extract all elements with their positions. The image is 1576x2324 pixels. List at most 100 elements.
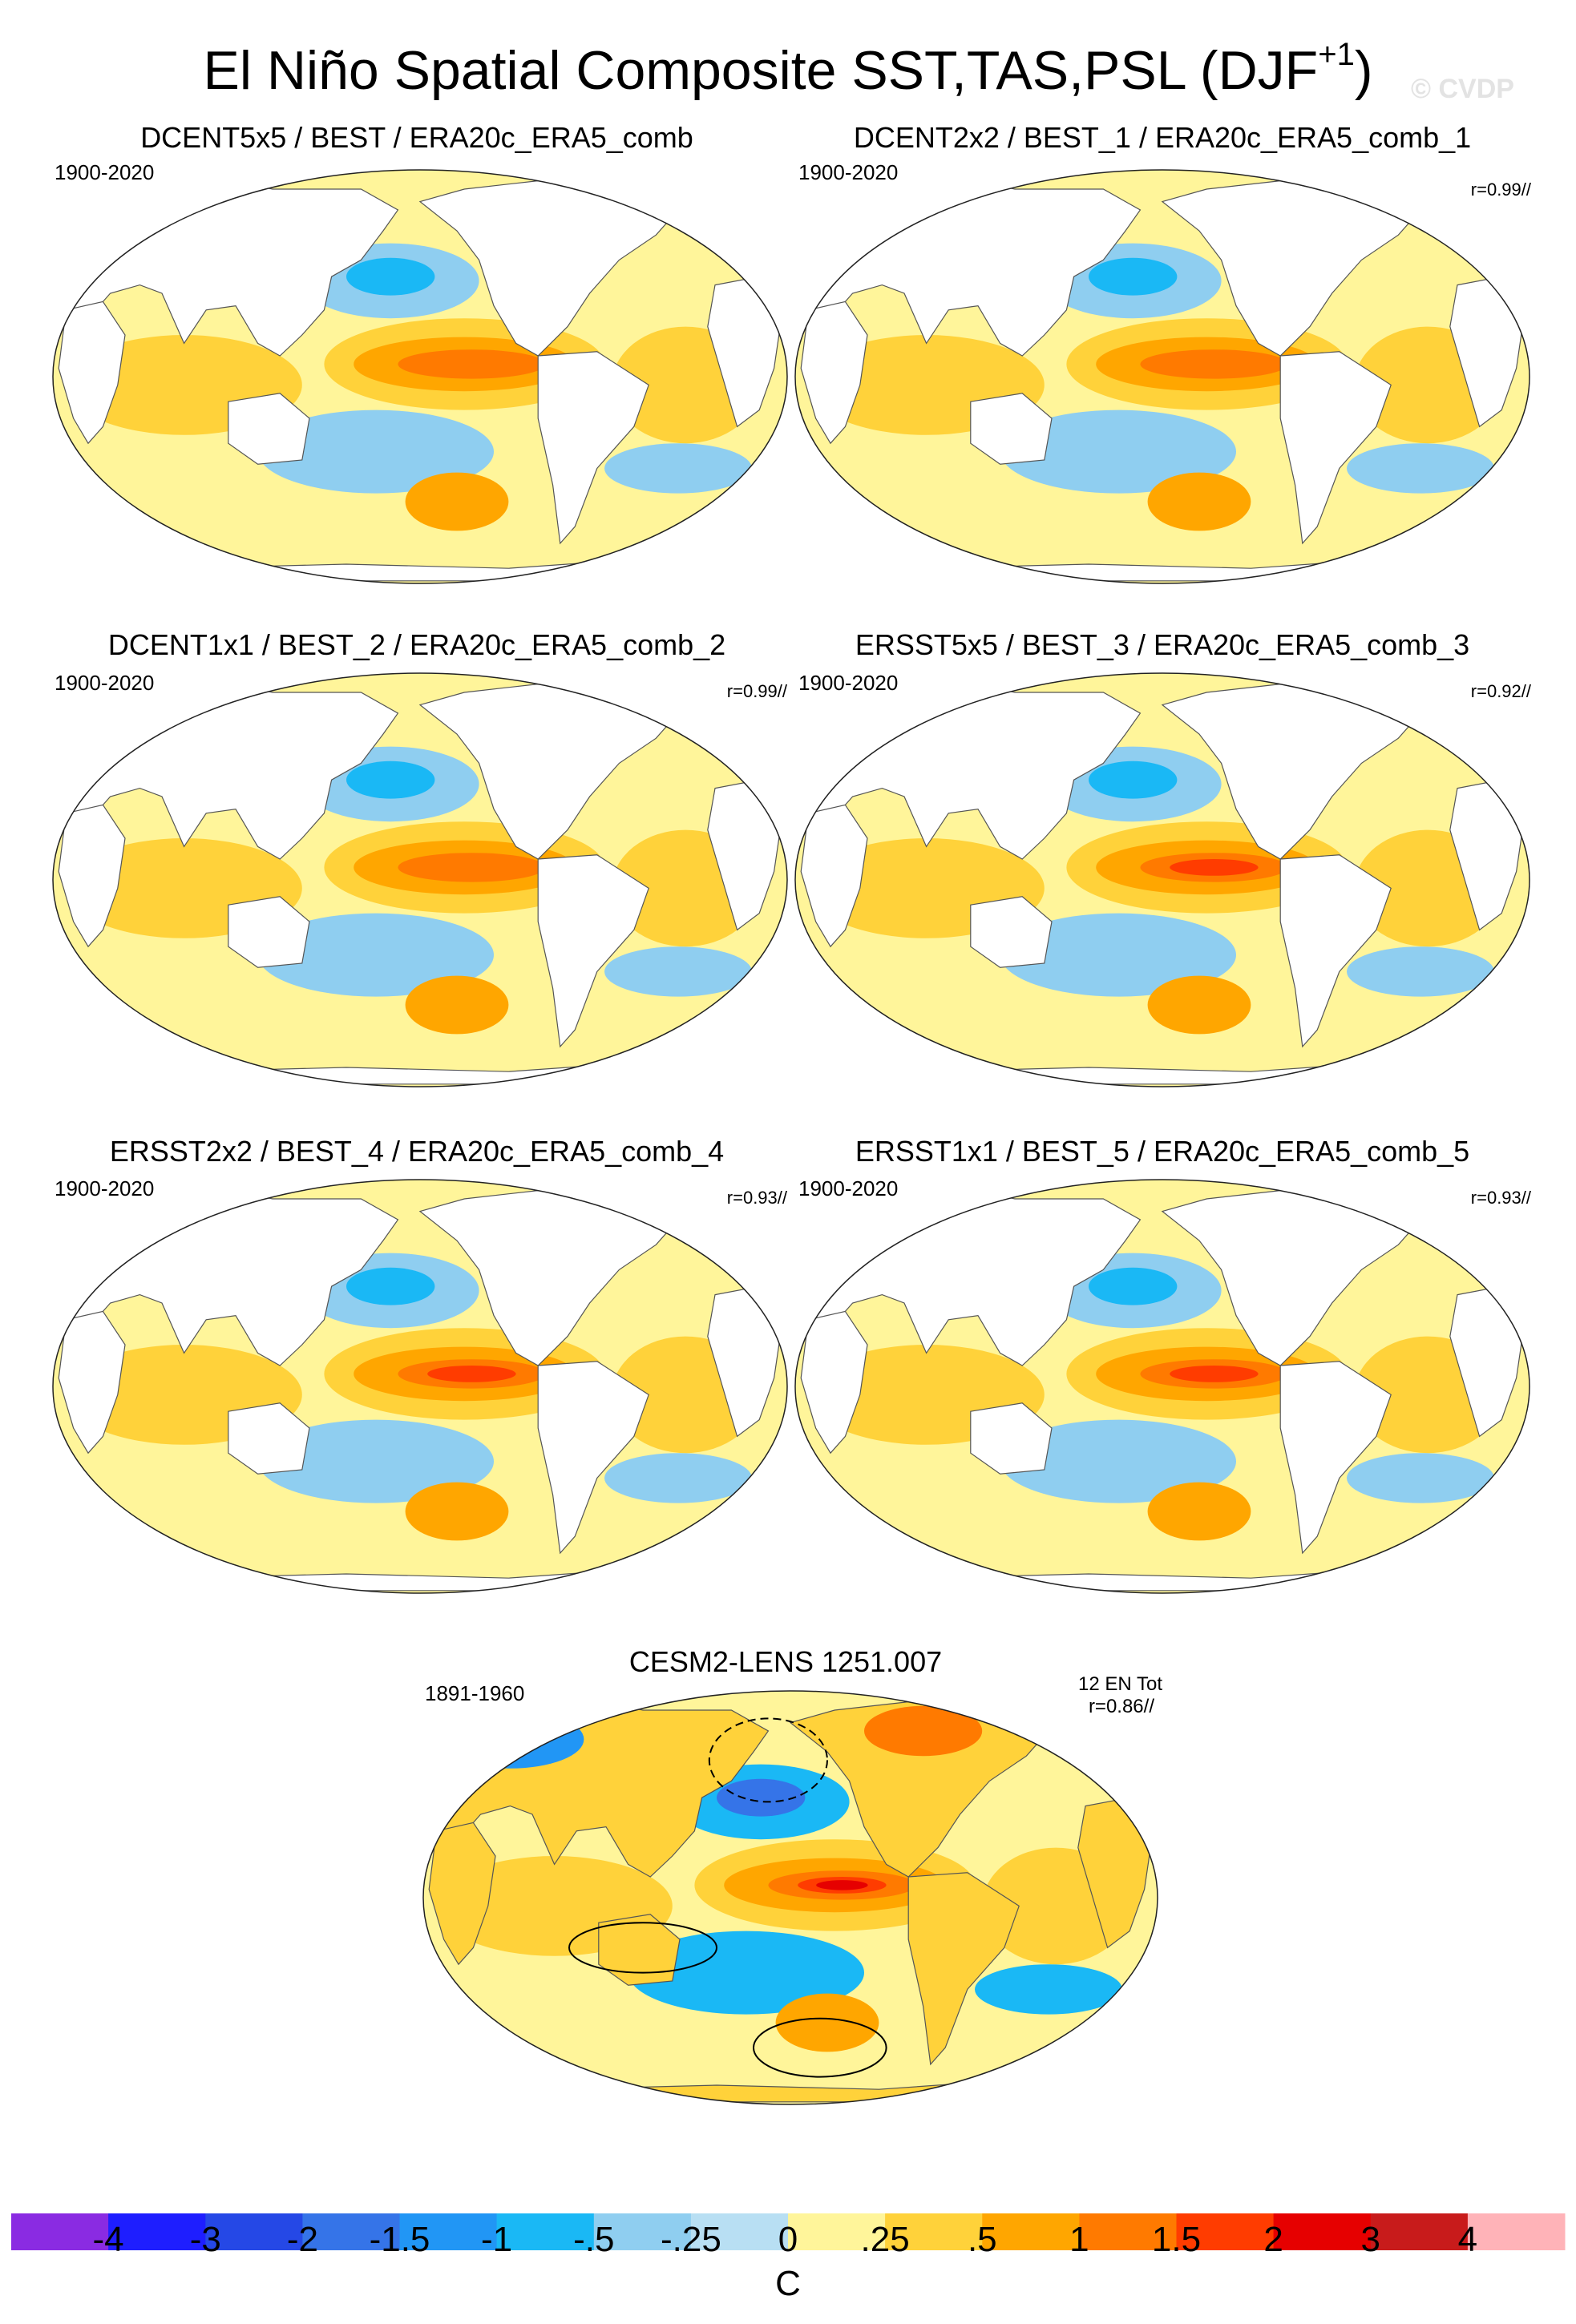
panel-ensemble-7: 12 EN Tot [1078, 1673, 1162, 1695]
colorbar-tick-label: -4 [92, 2220, 124, 2259]
map-border [52, 1179, 788, 1594]
north-pacific-cool-core [1089, 1267, 1178, 1305]
panel-period-4: 1900-2020 [798, 671, 899, 695]
land-samerica [537, 1361, 649, 1555]
panel-corr-4: r=0.92// [1470, 681, 1531, 701]
enso-warm-max [816, 1880, 868, 1890]
colorbar-box [1370, 2213, 1469, 2250]
land-africa [800, 804, 868, 948]
south-atlantic-cool [604, 1453, 752, 1503]
colorbar-tick-label: 2 [1263, 2220, 1283, 2259]
panel-corr-7: r=0.86// [1088, 1696, 1154, 1717]
panel-title-7: CESM2-LENS 1251.007 [628, 1645, 943, 1678]
north-pacific-cool-core [346, 761, 435, 799]
colorbar-box [690, 2213, 789, 2250]
colorbar-box [205, 2213, 303, 2250]
south-atlantic-cool [1347, 946, 1494, 997]
land-africa [428, 1822, 496, 1966]
colorbar-tick-label: -1 [481, 2220, 513, 2259]
south-atlantic-cool [1347, 443, 1494, 494]
map-panel-3 [52, 672, 788, 1087]
colorbar-box [982, 2213, 1080, 2250]
colorbar-box [885, 2213, 983, 2250]
colorbar-tick-label: -.25 [660, 2220, 721, 2259]
south-atlantic-cool [604, 443, 752, 494]
colorbar-tick-label: -.5 [573, 2220, 615, 2259]
colorbar-tick-label: 1 [1069, 2220, 1089, 2259]
enso-warm-peak [1170, 859, 1259, 876]
panel-period-6: 1900-2020 [798, 1176, 899, 1200]
land-africa [800, 1310, 868, 1455]
panel-title-6: ERSST1x1 / BEST_5 / ERA20c_ERA5_comb_5 [855, 1135, 1470, 1168]
south-pacific-warm [405, 472, 509, 531]
south-atlantic-cool [604, 946, 752, 997]
canada-warm [864, 1705, 983, 1757]
land-australia [970, 1402, 1053, 1475]
cvdp-watermark: © CVDP [1411, 74, 1514, 104]
land-australia [228, 1402, 310, 1475]
colorbar-tick-label: 0 [778, 2220, 798, 2259]
land-africa [800, 301, 868, 445]
colorbar-box [399, 2213, 498, 2250]
south-atlantic-cool [1347, 1453, 1494, 1503]
panel-corr-2: r=0.99// [1470, 180, 1531, 200]
colorbar-tick-label: -2 [286, 2220, 318, 2259]
panel-period-5: 1900-2020 [55, 1176, 155, 1200]
panel-corr-3: r=0.99// [726, 681, 787, 701]
north-pacific-cool-core [346, 1267, 435, 1305]
enso-warm-peak [1170, 1366, 1259, 1382]
map-field [795, 673, 1530, 1087]
land-africa [58, 804, 126, 948]
south-pacific-warm [1147, 1482, 1251, 1541]
south-pacific-cool [257, 410, 494, 494]
enso-warm-peak [427, 1366, 516, 1382]
south-pacific-cool [1000, 410, 1236, 494]
map-border [794, 169, 1530, 584]
colorbar-tick-label: 1.5 [1151, 2220, 1202, 2259]
land-samerica [1279, 1361, 1392, 1555]
colorbar-box [496, 2213, 595, 2250]
panel-title-3: DCENT1x1 / BEST_2 / ERA20c_ERA5_comb_2 [107, 628, 726, 661]
panel-title-1: DCENT5x5 / BEST / ERA20c_ERA5_comb [140, 121, 693, 154]
south-pacific-warm [405, 975, 509, 1035]
south-atlantic-cool [975, 1964, 1122, 2015]
land-africa [58, 1310, 126, 1455]
map-field [423, 1691, 1158, 2104]
map-panel-4 [794, 672, 1530, 1087]
south-pacific-warm [1147, 472, 1251, 531]
land-australia [598, 1914, 681, 1986]
map-field [53, 170, 787, 583]
map-border [52, 672, 788, 1087]
north-pacific-cool-core [1089, 257, 1178, 296]
colorbar-tick-label: .25 [860, 2220, 910, 2259]
map-panel-7 [422, 1690, 1158, 2105]
colorbar-tick-label: -3 [189, 2220, 221, 2259]
map-border [422, 1690, 1158, 2105]
panel-period-3: 1900-2020 [55, 671, 155, 695]
colorbar-box [11, 2213, 109, 2250]
land-samerica [537, 351, 649, 545]
colorbar-tick-label: 3 [1360, 2220, 1381, 2259]
south-pacific-cool [1000, 1419, 1236, 1503]
map-panel-2 [794, 169, 1530, 584]
south-pacific-cool [1000, 913, 1236, 997]
south-pacific-warm [1147, 975, 1251, 1035]
map-panel-6 [794, 1179, 1530, 1594]
colorbar-box [1176, 2213, 1275, 2250]
land-australia [228, 896, 310, 968]
map-field [795, 170, 1530, 583]
map-panel-5 [52, 1179, 788, 1594]
panel-title-4: ERSST5x5 / BEST_3 / ERA20c_ERA5_comb_3 [855, 628, 1470, 661]
colorbar-tick-label: .5 [967, 2220, 997, 2259]
north-pacific-cool-core [717, 1778, 806, 1817]
land-australia [970, 896, 1053, 968]
land-australia [228, 393, 310, 465]
map-border [794, 672, 1530, 1087]
colorbar-box [788, 2213, 886, 2250]
enso-warm-core [1140, 349, 1288, 379]
panel-title-2: DCENT2x2 / BEST_1 / ERA20c_ERA5_comb_1 [853, 121, 1472, 154]
map-field [53, 673, 787, 1087]
south-pacific-warm [405, 1482, 509, 1541]
map-field [795, 1180, 1530, 1593]
